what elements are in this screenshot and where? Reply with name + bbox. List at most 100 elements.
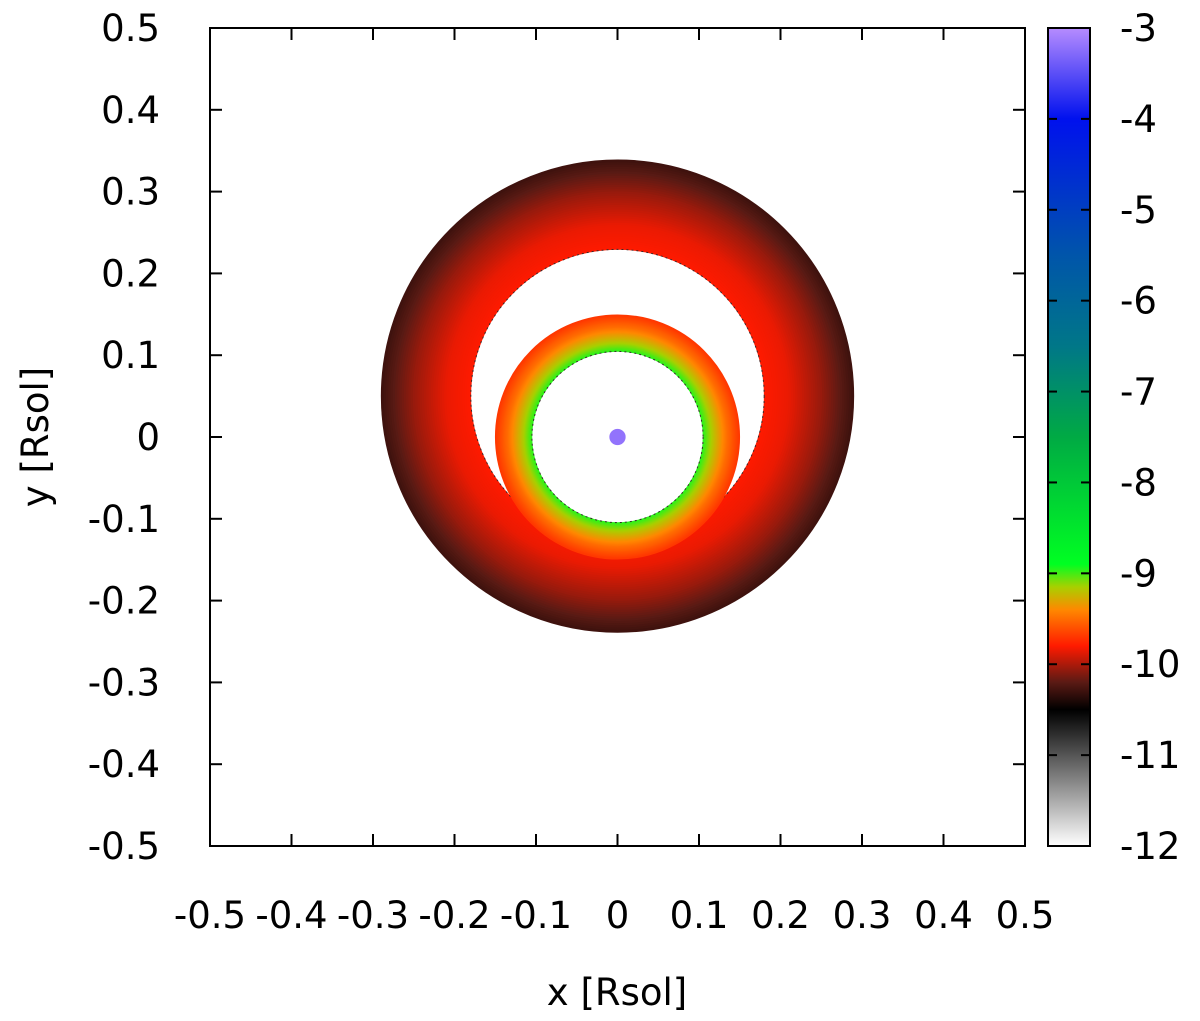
ring-band (380, 159, 855, 633)
ring-band (523, 342, 712, 532)
ring-band (514, 333, 721, 541)
y-tick-label: -0.5 (88, 825, 160, 868)
ring-band (505, 324, 730, 550)
y-tick-label: -0.3 (88, 661, 160, 704)
ring-band (418, 197, 817, 595)
ring-band (423, 202, 812, 591)
ring-inner-edge (531, 350, 704, 524)
ring-band (517, 337, 718, 537)
x-tick-label: -0.5 (174, 894, 246, 937)
x-tick-label: 0 (606, 894, 630, 937)
ring-band (414, 193, 821, 600)
ring-band (416, 195, 819, 597)
x-tick-label: -0.3 (337, 894, 409, 937)
ring-band (497, 317, 738, 557)
ring-band (436, 215, 799, 577)
ring-band (498, 318, 737, 556)
ring-band (452, 231, 783, 562)
ring-band (403, 181, 832, 611)
ring-band (506, 326, 729, 548)
ring-band (520, 340, 715, 534)
ring-band (513, 332, 722, 542)
ring-band (503, 322, 732, 552)
ring-band (500, 319, 735, 555)
ring-band (421, 199, 814, 593)
ring-band (441, 219, 794, 573)
ring-band (383, 161, 852, 631)
ring-outer-ring (380, 159, 855, 633)
ring-band (401, 179, 834, 613)
colorbar-tick-label: -7 (1120, 371, 1157, 414)
ring-band (524, 343, 711, 531)
ring-band (515, 334, 720, 540)
colorbar: -12 -11 -10 -9 -8 -7 -6 -5 -4 -3 (1047, 7, 1180, 868)
y-axis-title: y [Rsol] (14, 367, 57, 507)
ring-band (412, 190, 823, 602)
ring-band (521, 341, 714, 533)
y-tick-label: -0.2 (88, 580, 160, 623)
ring-band (518, 338, 717, 536)
ring-band (443, 222, 792, 570)
ring-band (385, 163, 850, 629)
ring-band (525, 344, 710, 530)
colorbar-tick-label: -3 (1120, 7, 1157, 50)
y-tick-label: -0.4 (88, 743, 160, 786)
ring-band (522, 341, 713, 533)
ring-band (407, 186, 828, 606)
ring-band (450, 228, 785, 564)
ring-band (509, 329, 726, 545)
ring-band (501, 320, 734, 554)
ring-band (496, 316, 739, 558)
ring-band (445, 224, 790, 568)
x-tick-label: 0.3 (833, 894, 892, 937)
x-tick-label: 0.1 (670, 894, 729, 937)
colorbar-tick-label: -8 (1120, 461, 1157, 504)
ring-band (519, 339, 716, 535)
colorbar-gradient (1048, 28, 1090, 846)
ring-band (434, 213, 801, 579)
ring-band (432, 210, 803, 582)
central-dot (609, 428, 626, 446)
ring-band (512, 331, 723, 543)
y-tick-label: 0.3 (101, 171, 160, 214)
ring-band (494, 314, 741, 560)
ring-band (529, 349, 706, 525)
ring-band (516, 335, 719, 539)
ring-band (396, 175, 839, 618)
colorbar-tick-label: -9 (1120, 552, 1157, 595)
ring-band (510, 330, 725, 544)
y-tick-label: 0.5 (101, 7, 160, 50)
ring-inner-ring (494, 314, 741, 560)
ring-band (394, 172, 841, 620)
colorbar-frame (1047, 27, 1091, 847)
ring-band (499, 319, 736, 555)
colorbar-tick-label: -4 (1120, 98, 1157, 141)
colorbar-tick-label: -12 (1120, 825, 1180, 868)
x-tick-label: -0.1 (500, 894, 572, 937)
ring-band (448, 226, 787, 566)
ring-band (502, 321, 733, 553)
y-tick-label: 0 (136, 416, 160, 459)
ring-band (507, 327, 728, 547)
colorbar-tick-label: -10 (1120, 643, 1180, 686)
ring-band (505, 325, 730, 549)
ring-band (527, 347, 708, 527)
ring-band (439, 217, 796, 575)
ring-band (528, 348, 707, 526)
axis-ticks: -0.5 -0.4 -0.3 -0.2 -0.1 0 0.1 0.2 0.3 0.4 0.5-0.5… (88, 7, 1055, 937)
ring-band (427, 206, 808, 586)
ring-band (430, 208, 805, 584)
x-tick-label: -0.2 (418, 894, 490, 937)
ring-band (425, 204, 810, 588)
y-tick-label: -0.1 (88, 498, 160, 541)
x-tick-label: 0.2 (751, 894, 810, 937)
x-tick-label: 0.4 (914, 894, 973, 937)
ring-band (398, 177, 837, 615)
ring-band (516, 336, 719, 538)
ring-band (504, 323, 731, 551)
x-tick-label: 0.5 (996, 894, 1055, 937)
ring-band (405, 184, 830, 609)
ring-band (409, 188, 826, 604)
ring-band (392, 170, 843, 622)
